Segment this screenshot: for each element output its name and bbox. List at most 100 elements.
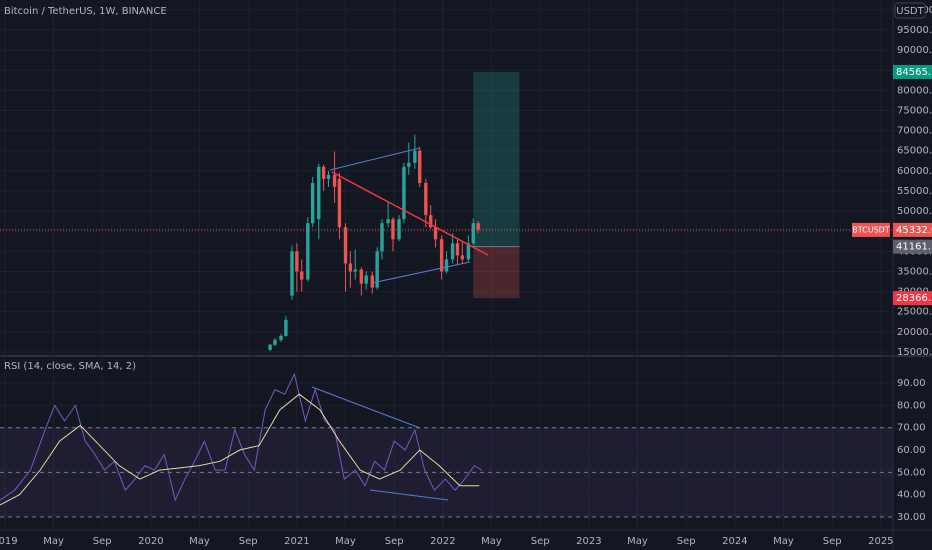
- y-tick-label: 70.00: [897, 423, 926, 434]
- y-tick-label: 55000.00: [897, 186, 932, 197]
- x-tick-label: 2020: [138, 536, 163, 547]
- candle-body: [455, 243, 460, 256]
- last-price-tag: 45332.01: [896, 225, 932, 236]
- plot: [0, 71, 893, 506]
- candle-body: [476, 223, 480, 230]
- rsi-trendline: [369, 489, 449, 501]
- indicator-line: [0, 372, 483, 502]
- x-tick-label: May: [43, 536, 64, 547]
- chart-title: Bitcoin / TetherUS, 1W, BINANCE: [4, 6, 167, 17]
- loss-zone: [473, 246, 520, 299]
- candle-body: [466, 243, 471, 260]
- x-tick-label: May: [627, 536, 648, 547]
- candle-body: [306, 223, 310, 280]
- candle-body: [273, 339, 277, 345]
- symbol-tag-box: [852, 222, 890, 237]
- x-tick-label: 2024: [722, 536, 747, 547]
- candle-body: [359, 269, 364, 284]
- x-tick-label: May: [335, 536, 356, 547]
- y-tick-label: 60.00: [897, 445, 926, 456]
- y-tick-label: 90.00: [897, 378, 926, 389]
- y-tick-label: 70000.00: [897, 126, 932, 137]
- candle-body: [375, 251, 379, 288]
- candle-body: [321, 166, 326, 179]
- x-tick-label: May: [481, 536, 502, 547]
- y-tick-label: 25000.00: [897, 307, 932, 318]
- candle-body: [471, 223, 475, 244]
- x-tick-label: May: [189, 536, 210, 547]
- candle-body: [332, 174, 337, 187]
- candle-body: [284, 319, 288, 336]
- target-tag: 84565.75: [896, 67, 932, 78]
- candle-body: [407, 162, 411, 167]
- candle-body: [444, 259, 449, 272]
- candle-body: [424, 182, 428, 216]
- trendline: [331, 171, 489, 256]
- entry-tag-box: [893, 239, 932, 254]
- candle-body: [450, 243, 455, 260]
- candle-body: [386, 219, 390, 224]
- candle-body: [397, 219, 401, 240]
- candle-body: [433, 227, 438, 240]
- x-tick-label: 2023: [576, 536, 601, 547]
- axes: 2019 May Sep 2020 May Sep 2021 May Sep 2022 May Sep…: [0, 5, 932, 547]
- indicator-label: RSI (14, close, SMA, 14, 2): [4, 361, 136, 372]
- entry-tag: 41161.16: [896, 242, 932, 253]
- y-tick-label: 20000.00: [897, 327, 932, 338]
- candle-body: [418, 150, 422, 183]
- x-tick-label: 2022: [430, 536, 455, 547]
- symbol-tag: BTCUSDT: [852, 225, 890, 234]
- candle-body: [326, 174, 331, 179]
- x-tick-label: Sep: [93, 536, 112, 547]
- candle-body: [290, 251, 294, 296]
- candle-body: [428, 215, 433, 228]
- currency-button-text[interactable]: USDT: [896, 6, 924, 17]
- stop-tag: 28366.52: [896, 293, 932, 304]
- rsi-trendline: [311, 386, 421, 429]
- candle-body: [460, 255, 465, 260]
- candle-body: [413, 150, 417, 163]
- currency-button-box[interactable]: [894, 2, 926, 19]
- candle-body: [391, 219, 395, 240]
- y-tick-label: 60000.00: [897, 166, 932, 177]
- y-tick-label: 15000.00: [897, 347, 932, 358]
- candle-body: [370, 275, 374, 288]
- x-tick-label: 2021: [284, 536, 309, 547]
- y-tick-label: 30.00: [897, 512, 926, 523]
- y-tick-label: 95000.00: [897, 25, 932, 36]
- currency-button[interactable]: USDT: [894, 2, 926, 19]
- y-tick-label: 75000.00: [897, 105, 932, 116]
- x-tick-label: Sep: [385, 536, 404, 547]
- candle-body: [380, 223, 384, 252]
- candle-body: [310, 182, 315, 224]
- y-tick-label: 65000.00: [897, 146, 932, 157]
- x-tick-label: 2025: [868, 536, 893, 547]
- candle-body: [402, 166, 406, 220]
- trendline: [329, 147, 421, 171]
- x-tick-label: Sep: [677, 536, 696, 547]
- y-tick-label: 50.00: [897, 467, 926, 478]
- profit-zone: [473, 71, 520, 247]
- x-tick-label: Sep: [531, 536, 550, 547]
- last-price-tag-box: [893, 222, 932, 237]
- candle-body: [343, 227, 348, 264]
- candle-body: [268, 344, 272, 350]
- x-tick-label: May: [773, 536, 794, 547]
- y-tick-label: 80000.00: [897, 85, 932, 96]
- y-tick-label: 90000.00: [897, 45, 932, 56]
- x-tick-label: Sep: [239, 536, 258, 547]
- candle-body: [279, 335, 283, 340]
- candle-body: [317, 166, 321, 220]
- x-tick-label: 2019: [0, 536, 18, 547]
- candle-body: [364, 275, 368, 284]
- candle-body: [300, 271, 304, 280]
- candle-body: [439, 239, 444, 272]
- candle-body: [337, 178, 342, 228]
- trendline: [371, 261, 471, 284]
- candle-body: [348, 263, 353, 272]
- y-tick-label: 80.00: [897, 400, 926, 411]
- y-tick-label: 50000.00: [897, 206, 932, 217]
- y-tick-label: 35000.00: [897, 266, 932, 277]
